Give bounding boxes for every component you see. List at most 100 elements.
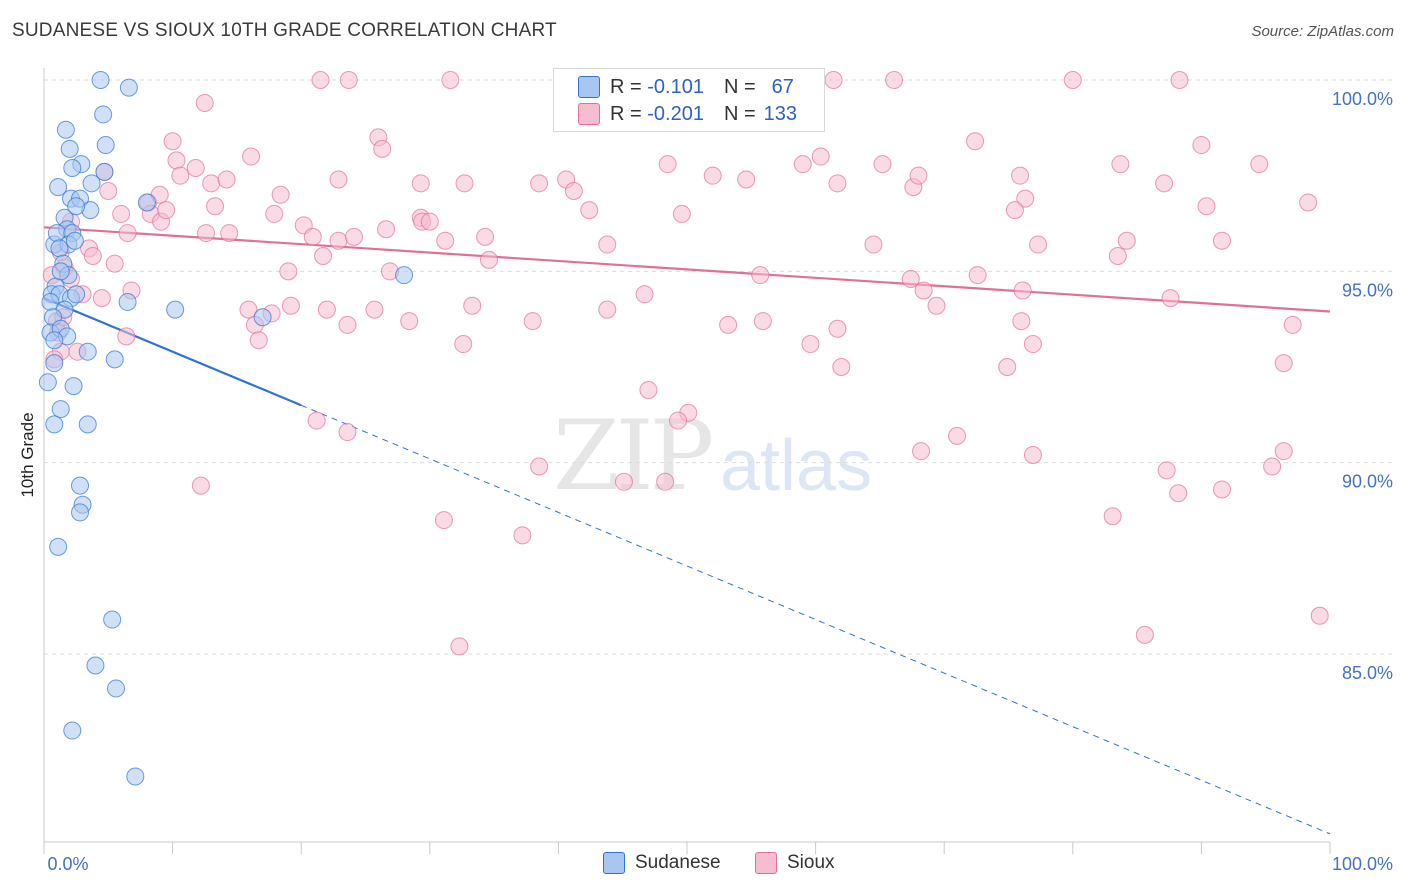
sudanese-point (91, 71, 110, 89)
sioux-point (339, 71, 358, 89)
sioux-point (455, 174, 474, 193)
sudanese-point (64, 377, 83, 396)
sioux-point (753, 312, 772, 331)
sioux-swatch (755, 852, 777, 874)
sioux-point (1013, 281, 1032, 300)
sioux-point (338, 315, 357, 334)
legend-r-value: -0.201 (647, 102, 704, 125)
sioux-point (885, 71, 904, 89)
sioux-point (311, 71, 330, 89)
legend-item-sudanese[interactable]: Sudanese (603, 852, 721, 874)
sioux-point (377, 220, 396, 239)
sioux-point (105, 254, 124, 273)
sudanese-point (45, 331, 64, 350)
sioux-point (1023, 446, 1042, 465)
sioux-point (1111, 155, 1130, 174)
sioux-point (811, 147, 830, 166)
sioux-point (832, 358, 851, 376)
sudanese-point (63, 721, 82, 740)
sioux-point (441, 71, 460, 89)
sioux-point (658, 155, 677, 174)
sioux-point (513, 526, 532, 545)
sioux-point (92, 289, 111, 308)
legend-item-sioux[interactable]: Sioux (755, 852, 835, 874)
sioux-point (206, 197, 225, 216)
sudanese-point (51, 400, 70, 419)
sioux-point (1197, 197, 1216, 216)
sioux-point (948, 426, 967, 445)
sioux-point (1108, 247, 1127, 266)
sioux-point (1274, 354, 1293, 373)
sudanese-point (94, 105, 113, 124)
sudanese-point (45, 415, 64, 434)
sioux-point (303, 227, 322, 246)
sudanese-point (82, 174, 101, 193)
sioux-point (186, 159, 205, 178)
grid-lines (44, 79, 1394, 655)
legend-label-sioux: Sioux (787, 852, 835, 873)
sioux-point (751, 266, 770, 285)
source-label: Source: ZipAtlas.com (1251, 23, 1394, 40)
sudanese-point (95, 162, 114, 181)
sioux-point (83, 247, 102, 266)
legend-row-sudanese: R = -0.101 N = 67 (578, 75, 794, 99)
trend-lines (43, 226, 1331, 835)
sioux-point (824, 71, 843, 89)
sioux-point (1157, 461, 1176, 480)
legend-n-label: N = (723, 75, 756, 98)
sioux-point (329, 170, 348, 189)
sudanese-point (103, 610, 122, 629)
sioux-point (530, 174, 549, 193)
sudanese-point (49, 178, 68, 197)
legend-r-label: R = (610, 102, 642, 125)
sioux-point (530, 457, 549, 476)
sioux-point (411, 174, 430, 193)
sioux-point (864, 235, 883, 254)
sioux-point (157, 201, 176, 220)
sudanese-point (60, 139, 79, 158)
sioux-point (197, 224, 216, 243)
sudanese-point (38, 373, 57, 392)
sioux-point (314, 247, 333, 266)
sudanese-point (45, 354, 64, 373)
legend-row-sioux: R = -0.201 N = 133 (578, 102, 797, 126)
sioux-point (909, 166, 928, 185)
sioux-point (1016, 189, 1035, 208)
sioux-point (966, 132, 985, 151)
sioux-point (239, 300, 258, 319)
sioux-point (635, 285, 654, 304)
sudanese-point (63, 159, 82, 178)
sioux-trend (43, 226, 1331, 313)
sudanese-trend-solid (43, 297, 302, 407)
sioux-point (217, 170, 236, 189)
sudanese-point (118, 292, 137, 311)
sudanese-point (50, 239, 69, 258)
sudanese-point (67, 197, 86, 216)
sioux-point (463, 296, 482, 315)
sudanese-point (253, 308, 272, 327)
sioux-point (1029, 235, 1048, 254)
y-tick-label: 95.0% (1342, 280, 1393, 300)
sioux-point (668, 411, 687, 430)
sioux-point (580, 201, 599, 220)
sioux-point (1103, 507, 1122, 526)
y-tick-label: 85.0% (1342, 663, 1393, 683)
sioux-point (118, 224, 137, 243)
sioux-point (400, 312, 419, 331)
sioux-point (912, 442, 931, 461)
sioux-point (828, 319, 847, 338)
sioux-point (329, 231, 348, 250)
sioux-point (338, 423, 357, 442)
sioux-point (793, 155, 812, 174)
sudanese-point (137, 193, 156, 212)
sioux-point (476, 227, 495, 246)
sioux-point (454, 335, 473, 354)
sioux-point (1063, 71, 1082, 89)
x-tick-label: 100.0% (1332, 854, 1393, 874)
sudanese-swatch (603, 852, 625, 874)
sioux-point (242, 147, 261, 166)
sioux-point (1155, 174, 1174, 193)
sudanese-point (71, 476, 90, 495)
sudanese-point (107, 679, 126, 698)
